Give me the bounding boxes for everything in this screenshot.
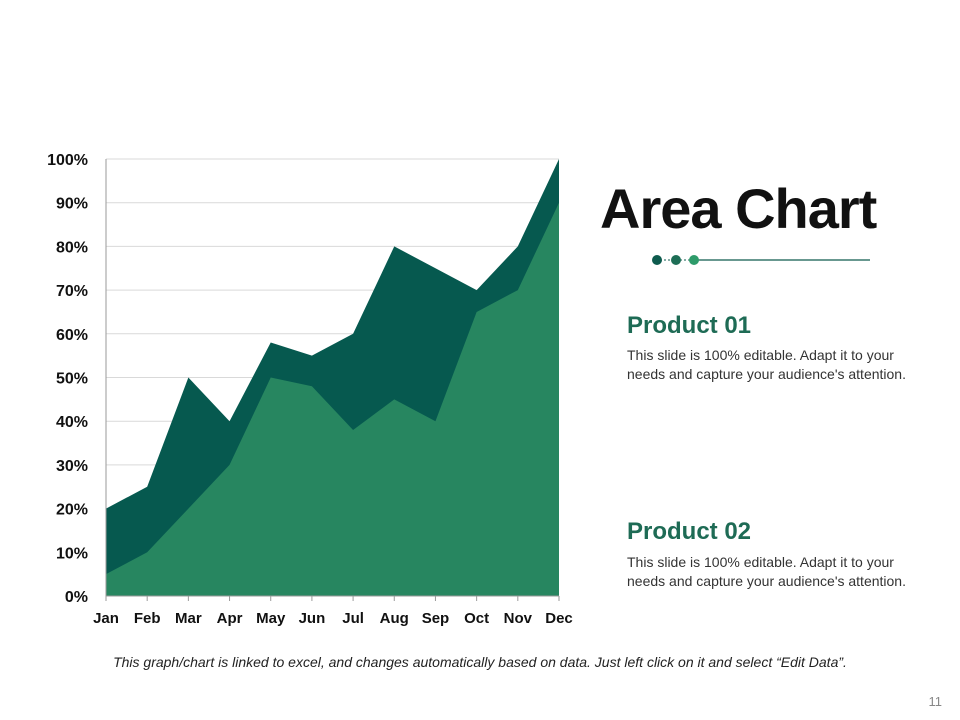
divider-dot	[652, 255, 662, 265]
y-tick-label: 80%	[56, 239, 88, 256]
x-tick-label: Jun	[299, 610, 326, 627]
x-tick-label: Oct	[464, 610, 489, 627]
divider-dot	[689, 255, 699, 265]
y-tick-label: 0%	[65, 589, 88, 606]
product-01-description: This slide is 100% editable. Adapt it to…	[627, 347, 906, 382]
product-02-description: This slide is 100% editable. Adapt it to…	[627, 554, 906, 589]
product-02-heading: Product 02	[627, 518, 752, 545]
x-tick-label: Sep	[422, 610, 450, 627]
y-tick-label: 40%	[56, 414, 88, 431]
x-tick-label: Aug	[380, 610, 409, 627]
x-tick-label: Apr	[217, 610, 243, 627]
footnote: This graph/chart is linked to excel, and…	[113, 654, 847, 670]
y-tick-label: 90%	[56, 196, 88, 213]
area-series	[106, 159, 559, 596]
y-tick-label: 10%	[56, 545, 88, 562]
x-tick-label: Nov	[504, 610, 533, 627]
x-tick-label: Jan	[93, 610, 119, 627]
y-tick-label: 100%	[47, 152, 88, 169]
y-tick-label: 70%	[56, 283, 88, 300]
y-tick-label: 50%	[56, 371, 88, 388]
page-number: 11	[928, 694, 943, 709]
y-axis-ticks: 0% 10% 20% 30% 40% 50% 60% 70% 80% 90% 100%	[47, 152, 88, 606]
y-tick-label: 20%	[56, 502, 88, 519]
x-tick-label: May	[256, 610, 286, 627]
product-01-heading: Product 01	[627, 312, 752, 339]
divider-dot	[671, 255, 681, 265]
axes	[105, 159, 560, 601]
x-tick-label: Mar	[175, 610, 202, 627]
title-divider	[652, 255, 870, 265]
x-tick-label: Dec	[545, 610, 573, 627]
y-tick-label: 60%	[56, 327, 88, 344]
x-axis-ticks: Jan Feb Mar Apr May Jun Jul Aug Sep Oct Nov Dec	[93, 610, 573, 627]
x-tick-label: Jul	[342, 610, 364, 627]
area-series-2	[106, 202, 559, 596]
x-tick-label: Feb	[134, 610, 161, 627]
y-tick-label: 30%	[56, 458, 88, 475]
slide-title: Area Chart	[600, 177, 877, 240]
